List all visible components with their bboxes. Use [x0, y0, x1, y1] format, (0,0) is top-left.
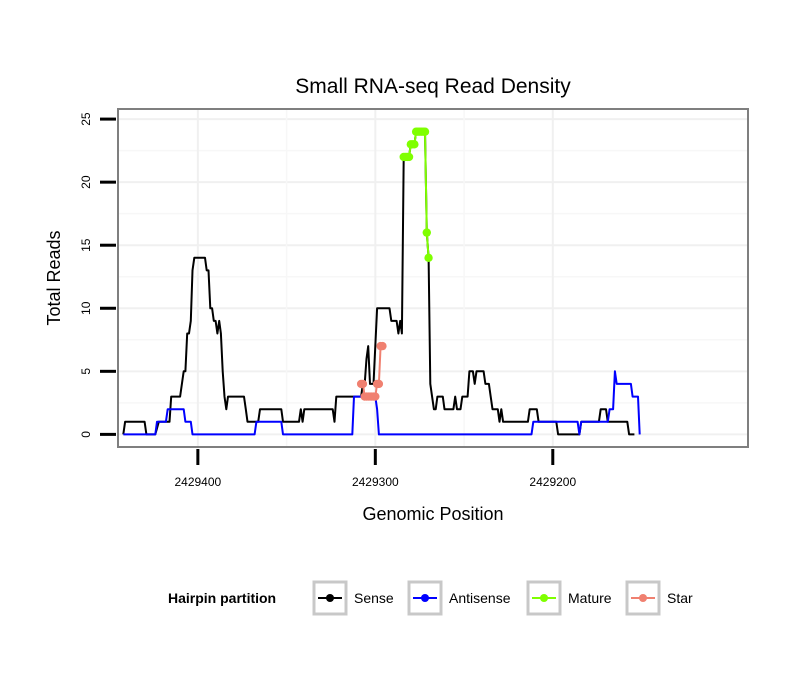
mature-point — [420, 127, 430, 136]
series-line-sense — [122, 130, 635, 436]
plot-panel-background — [118, 109, 748, 447]
legend-key-point — [540, 594, 548, 602]
legend: Hairpin partition Sense Antisense Mature St… — [168, 580, 693, 616]
y-tick-label: 25 — [79, 112, 93, 126]
legend-label-star: Star — [667, 590, 693, 606]
legend-item-mature: Mature — [526, 580, 612, 616]
y-tick-label: 15 — [79, 238, 93, 252]
legend-item-antisense: Antisense — [407, 580, 511, 616]
legend-label-sense: Sense — [354, 590, 394, 606]
axis-layer: 0 5 10 15 20 25 2429400 2429300 2429200 — [79, 112, 576, 489]
legend-key-point — [326, 594, 334, 602]
y-tick-label: 0 — [79, 431, 93, 438]
legend-key-point — [639, 594, 647, 602]
legend-items: Sense Antisense Mature Star — [312, 580, 693, 616]
series-line-antisense — [123, 370, 641, 436]
y-axis-title: Total Reads — [44, 230, 64, 325]
star-point — [371, 392, 380, 401]
star-point — [358, 379, 368, 389]
y-tick-label: 5 — [79, 368, 93, 375]
legend-label-antisense: Antisense — [449, 590, 511, 606]
x-tick-label: 2429400 — [174, 475, 221, 489]
plot-panel-border — [117, 108, 749, 448]
x-tick-label: 2429200 — [529, 475, 576, 489]
star-point — [374, 379, 384, 389]
legend-label-mature: Mature — [568, 590, 612, 606]
legend-item-star: Star — [625, 580, 693, 616]
y-tick-label: 20 — [79, 175, 93, 189]
chart-title: Small RNA-seq Read Density — [295, 75, 571, 98]
mature-point — [404, 152, 414, 162]
legend-key-point — [421, 594, 429, 602]
star-point — [378, 341, 387, 351]
mature-point — [424, 253, 433, 263]
legend-item-sense: Sense — [312, 580, 394, 616]
x-axis-title: Genomic Position — [362, 504, 503, 524]
legend-title: Hairpin partition — [168, 590, 276, 606]
x-tick-label: 2429300 — [352, 475, 399, 489]
y-tick-label: 10 — [79, 301, 93, 315]
series-layer — [122, 127, 641, 436]
mature-point — [410, 140, 419, 149]
mature-point — [422, 228, 431, 237]
